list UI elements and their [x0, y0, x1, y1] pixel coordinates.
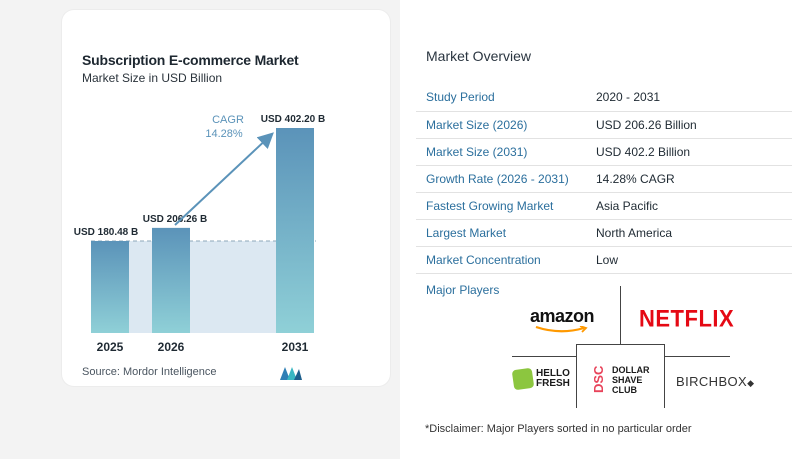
mordor-logo-icon — [280, 367, 302, 380]
overview-row-key: Market Size (2026) — [416, 111, 594, 139]
disclaimer: *Disclaimer: Major Players sorted in no … — [425, 423, 692, 435]
overview-title: Market Overview — [426, 48, 532, 64]
major-players-title: Major Players — [426, 283, 500, 297]
data-label-2025: USD 180.48 B — [74, 227, 138, 238]
data-label-2026: USD 206.26 B — [143, 214, 207, 225]
overview-row: Largest Market North America — [416, 219, 792, 247]
chart-title: Subscription E-commerce Market — [82, 52, 299, 68]
overview-row-key: Study Period — [416, 84, 594, 112]
bar-chart: USD 180.48 B 2025 USD 206.26 B 2026 USD 402.… — [74, 114, 325, 354]
diamond-icon: ◆ — [747, 378, 755, 388]
grid-divider — [576, 344, 664, 345]
cagr-label: CAGR — [212, 114, 244, 126]
overview-row-value: 2020 - 2031 — [594, 84, 792, 112]
grid-divider — [576, 344, 577, 408]
x-tick-2026: 2026 — [158, 340, 185, 354]
overview-row: Study Period 2020 - 2031 — [416, 84, 792, 112]
overview-row-value: Low — [594, 246, 792, 274]
birchbox-logo: BIRCHBOX◆ — [676, 374, 755, 389]
grid-divider — [620, 286, 621, 344]
x-tick-2031: 2031 — [282, 340, 309, 354]
overview-row-value: North America — [594, 219, 792, 247]
amazon-logo: amazon — [530, 306, 595, 333]
source-text: Source: Mordor Intelligence — [82, 366, 217, 378]
bar-2031 — [276, 128, 314, 333]
overview-row: Fastest Growing Market Asia Pacific — [416, 192, 792, 220]
overview-row-key: Largest Market — [416, 219, 594, 247]
overview-panel: Market Overview Study Period 2020 - 2031 M… — [400, 0, 800, 459]
overview-table: Study Period 2020 - 2031 Market Size (2026… — [416, 84, 792, 274]
cagr-arrow — [174, 132, 274, 226]
overview-row-key: Market Size (2031) — [416, 138, 594, 166]
amazon-smile-icon — [535, 326, 588, 333]
overview-row-value: Asia Pacific — [594, 192, 792, 220]
overview-row: Market Size (2031) USD 402.2 Billion — [416, 138, 792, 166]
overview-row: Market Size (2026) USD 206.26 Billion — [416, 111, 792, 139]
hellofresh-badge-icon — [511, 367, 535, 391]
overview-row-value: USD 402.2 Billion — [594, 138, 792, 166]
grid-divider — [664, 344, 665, 408]
overview-row-value: 14.28% CAGR — [594, 165, 792, 193]
cagr-value: 14.28% — [205, 128, 243, 140]
chart-subtitle: Market Size in USD Billion — [82, 71, 223, 85]
overview-row-key: Market Concentration — [416, 246, 594, 274]
overview-row: Growth Rate (2026 - 2031) 14.28% CAGR — [416, 165, 792, 193]
overview-row-value: USD 206.26 Billion — [594, 111, 792, 139]
overview-row: Market Concentration Low — [416, 246, 792, 274]
x-tick-2025: 2025 — [97, 340, 124, 354]
grid-divider — [664, 356, 730, 357]
data-label-2031: USD 402.20 B — [261, 114, 325, 125]
grid-divider — [512, 356, 576, 357]
overview-row-key: Growth Rate (2026 - 2031) — [416, 165, 594, 193]
chart-card: Subscription E-commerce Market Market Si… — [62, 10, 390, 386]
bar-2026 — [152, 227, 190, 333]
netflix-logo: NETFLIX — [639, 304, 735, 332]
bar-2025 — [91, 241, 129, 333]
overview-row-key: Fastest Growing Market — [416, 192, 594, 220]
